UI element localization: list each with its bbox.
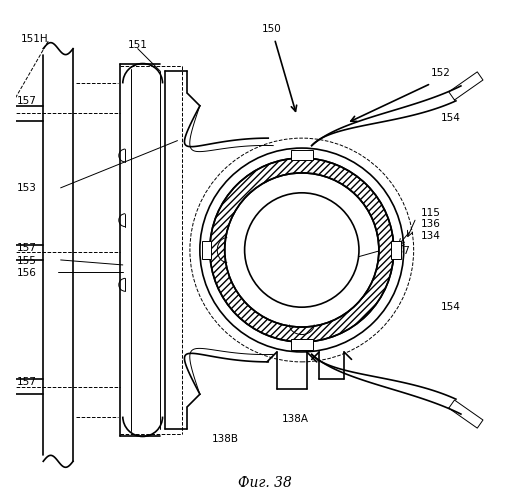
Text: 157: 157 bbox=[17, 377, 37, 387]
Bar bbox=[291, 340, 313, 350]
Bar bbox=[203, 241, 211, 259]
Text: 137: 137 bbox=[391, 246, 411, 256]
Text: 156: 156 bbox=[17, 268, 37, 278]
Wedge shape bbox=[210, 158, 394, 342]
Text: 155: 155 bbox=[17, 256, 37, 266]
Text: 153: 153 bbox=[17, 183, 37, 193]
Text: 151: 151 bbox=[128, 40, 148, 50]
Bar bbox=[391, 241, 401, 259]
Text: 154: 154 bbox=[441, 113, 461, 123]
Text: 152: 152 bbox=[431, 68, 451, 78]
Bar bbox=[291, 150, 313, 160]
Text: 136: 136 bbox=[421, 219, 441, 229]
Text: 134: 134 bbox=[421, 230, 441, 240]
Circle shape bbox=[244, 193, 359, 307]
Text: 138B: 138B bbox=[212, 434, 239, 444]
Text: 138A: 138A bbox=[282, 414, 309, 424]
Text: 154: 154 bbox=[441, 302, 461, 312]
Text: 157: 157 bbox=[17, 96, 37, 106]
Text: 115: 115 bbox=[421, 208, 441, 218]
Text: 157: 157 bbox=[17, 242, 37, 252]
Text: Фиг. 38: Фиг. 38 bbox=[238, 476, 291, 490]
Text: 150: 150 bbox=[262, 24, 282, 34]
Text: 151H: 151H bbox=[21, 34, 49, 43]
